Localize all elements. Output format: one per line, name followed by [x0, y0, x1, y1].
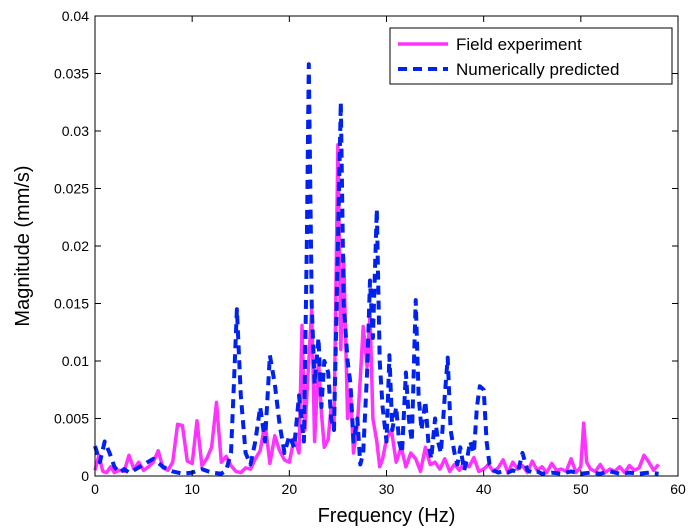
series-line-2 [93, 62, 659, 476]
x-axis-label: Frequency (Hz) [318, 505, 456, 527]
y-tick-label: 0.015 [54, 296, 89, 312]
tick-layer: 0 10 20 30 40 50 60 0 0.005 0.01 0.015 0.02 0.025 0.0… [54, 8, 686, 497]
x-tick-label: 10 [184, 481, 200, 497]
series-layer [93, 62, 660, 476]
y-tick-label: 0.01 [62, 353, 89, 369]
legend-box [389, 27, 673, 85]
y-tick-label: 0.04 [62, 8, 89, 24]
y-tick-label: 0.03 [62, 123, 89, 139]
y-tick-label: 0.005 [54, 411, 89, 427]
y-tick-label: 0.035 [54, 66, 89, 82]
legend-label-1: Field experiment [456, 35, 582, 54]
x-tick-label: 0 [91, 481, 99, 497]
series-line-1 [93, 143, 660, 475]
x-tick-label: 50 [573, 481, 589, 497]
x-tick-label: 40 [476, 481, 492, 497]
legend-label-2: Numerically predicted [456, 60, 619, 79]
x-tick-label: 20 [282, 481, 298, 497]
y-tick-label: 0.02 [62, 238, 89, 254]
x-tick-label: 60 [670, 481, 686, 497]
x-tick-label: 30 [379, 481, 395, 497]
y-axis-label: Magnitude (mm/s) [12, 165, 34, 326]
y-tick-label: 0.025 [54, 181, 89, 197]
y-tick-label: 0 [81, 468, 89, 484]
legend: Field experiment Numerically predicted [389, 27, 673, 85]
plot-area [95, 16, 678, 476]
